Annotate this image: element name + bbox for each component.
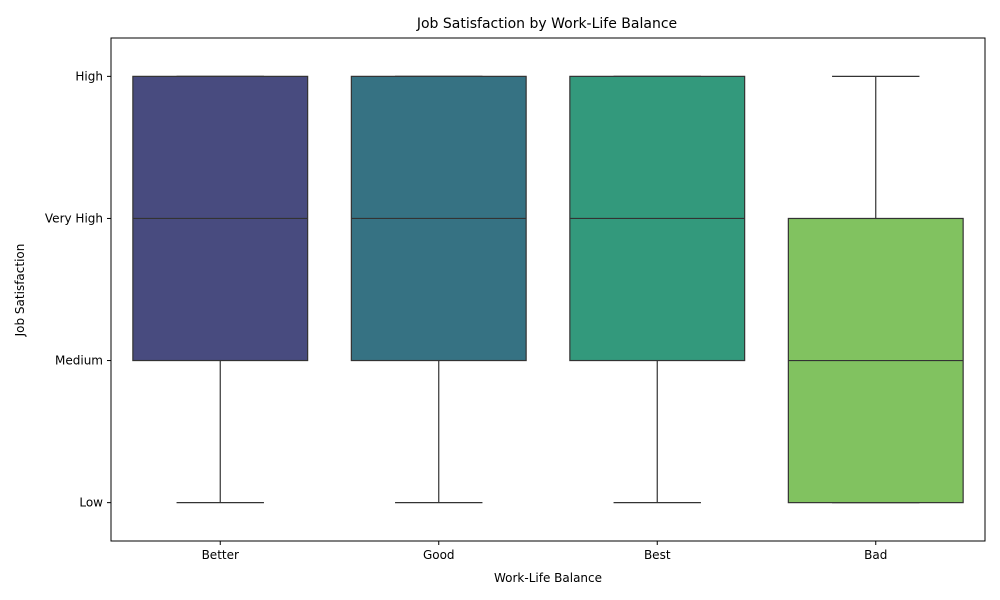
y-tick-label: High — [75, 69, 103, 83]
plot-frame — [110, 37, 986, 542]
plot-area: Low Medium Very High High Better Good Best Bad — [45, 37, 986, 562]
x-axis-label: Work-Life Balance — [494, 571, 602, 585]
x-tick-label: Better — [202, 548, 239, 562]
y-tick-label: Very High — [45, 211, 103, 225]
y-tick-label: Low — [79, 496, 103, 510]
y-axis-label: Job Satisfaction — [13, 244, 27, 338]
chart-title: Job Satisfaction by Work-Life Balance — [416, 16, 677, 32]
y-tick-label: Medium — [55, 354, 103, 368]
x-tick-label: Best — [644, 548, 671, 562]
x-tick-label: Bad — [864, 548, 887, 562]
x-tick-label: Good — [423, 548, 455, 562]
